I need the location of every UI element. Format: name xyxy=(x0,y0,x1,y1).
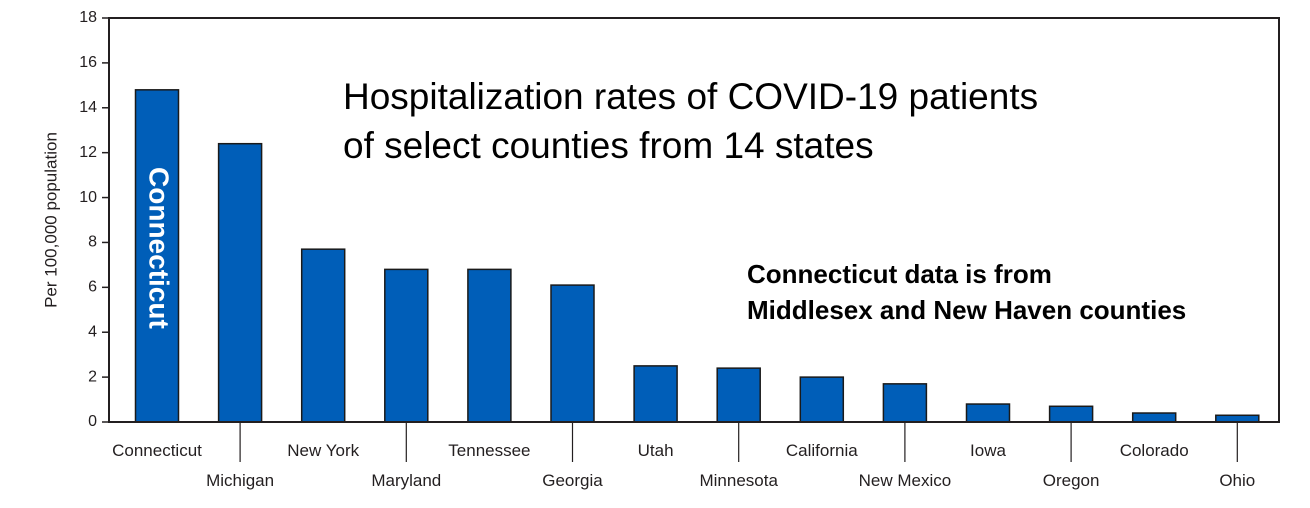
bar-new-mexico xyxy=(882,383,928,423)
bar-maryland xyxy=(384,268,429,423)
x-category-label: Michigan xyxy=(206,471,274,490)
x-category-label: Connecticut xyxy=(112,441,202,460)
bars-group xyxy=(134,89,1260,423)
bar-iowa xyxy=(965,403,1011,423)
x-category-label: Georgia xyxy=(542,471,603,490)
x-category-label: Colorado xyxy=(1120,441,1189,460)
bar-michigan xyxy=(217,142,263,423)
x-category-label: Iowa xyxy=(970,441,1006,460)
x-category-label: Ohio xyxy=(1219,471,1255,490)
y-axis: 0 2 4 6 8 10 12 14 16 18 xyxy=(79,9,109,430)
y-tick-label: 12 xyxy=(79,144,97,161)
bar-ohio xyxy=(1215,414,1260,423)
bar-california xyxy=(799,376,845,423)
x-category-label: Tennessee xyxy=(448,441,530,460)
bar-utah xyxy=(633,365,678,423)
bar-minnesota xyxy=(716,367,761,423)
in-bar-label: Connecticut xyxy=(144,167,175,329)
chart-title-line-1: Hospitalization rates of COVID-19 patien… xyxy=(343,76,1038,117)
x-category-label: California xyxy=(786,441,858,460)
chart-title-line-2: of select counties from 14 states xyxy=(343,125,874,166)
y-tick-label: 10 xyxy=(79,189,97,206)
bar-new-york xyxy=(300,248,346,423)
x-category-label: New York xyxy=(287,441,359,460)
y-axis-label: Per 100,000 population xyxy=(41,132,60,308)
annotation-line-1: Connecticut data is from xyxy=(747,259,1052,289)
x-category-label: Oregon xyxy=(1043,471,1100,490)
bar-connecticut xyxy=(134,89,180,423)
annotation-line-2: Middlesex and New Haven counties xyxy=(747,295,1186,325)
y-tick-label: 8 xyxy=(88,234,97,251)
y-tick-label: 14 xyxy=(79,99,97,116)
x-category-label: Maryland xyxy=(371,471,441,490)
bar-georgia xyxy=(550,284,595,423)
bar-colorado xyxy=(1131,412,1177,423)
y-tick-label: 0 xyxy=(88,413,97,430)
x-category-label: New Mexico xyxy=(859,471,952,490)
y-tick-label: 16 xyxy=(79,54,97,71)
y-tick-label: 4 xyxy=(88,323,97,340)
bar-oregon xyxy=(1048,405,1094,423)
x-category-label: Minnesota xyxy=(699,471,778,490)
y-tick-label: 6 xyxy=(88,279,97,296)
plot-frame xyxy=(108,17,1280,423)
x-category-label: Utah xyxy=(638,441,674,460)
y-tick-label: 18 xyxy=(79,9,97,26)
y-tick-label: 2 xyxy=(88,368,97,385)
bar-tennessee xyxy=(467,268,512,423)
